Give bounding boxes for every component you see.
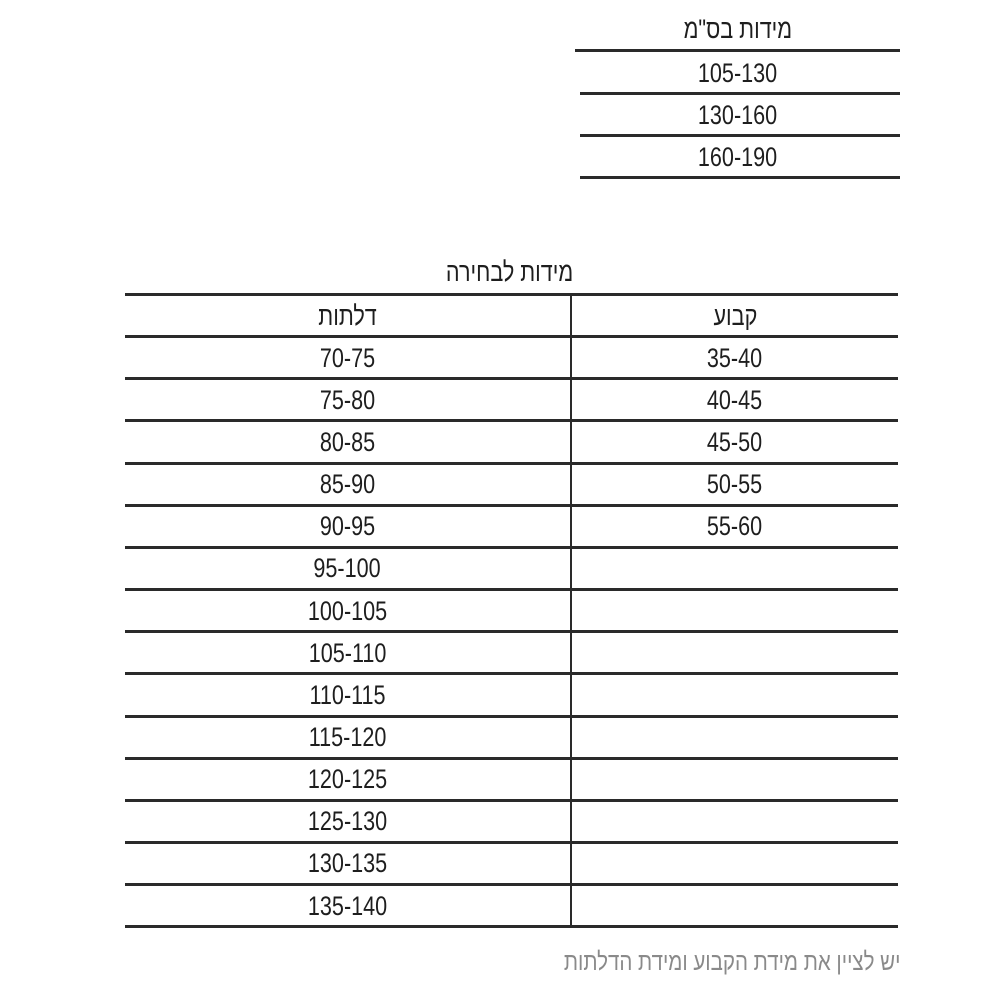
doors-value: 130-135 bbox=[307, 848, 388, 879]
column-header-fixed: קבוע bbox=[713, 300, 757, 331]
table-row: 135-140 bbox=[0, 885, 1000, 927]
column-divider bbox=[570, 294, 572, 926]
table-row: 125-130 bbox=[0, 801, 1000, 843]
divider bbox=[580, 176, 900, 179]
doors-value: 95-100 bbox=[313, 553, 382, 584]
fixed-value: 40-45 bbox=[707, 384, 763, 415]
size-table-row: 160-190 bbox=[575, 136, 900, 178]
divider bbox=[575, 49, 900, 52]
divider bbox=[580, 92, 900, 95]
doors-value: 80-85 bbox=[319, 426, 376, 457]
doors-value: 90-95 bbox=[319, 511, 376, 542]
size-table-row: 105-130 bbox=[575, 52, 900, 94]
table-row: 115-120 bbox=[0, 717, 1000, 759]
fixed-value: 35-40 bbox=[707, 342, 763, 373]
table-row: 75-80 40-45 bbox=[0, 379, 1000, 421]
fixed-value: 50-55 bbox=[707, 469, 763, 500]
size-value: 160-190 bbox=[697, 141, 778, 172]
column-header-doors: דלתות bbox=[318, 300, 377, 331]
table-row: 85-90 50-55 bbox=[0, 464, 1000, 506]
divider bbox=[125, 588, 898, 591]
options-table-title: מידות לבחירה bbox=[260, 252, 760, 292]
divider bbox=[580, 134, 900, 137]
doors-value: 105-110 bbox=[308, 637, 387, 668]
divider bbox=[125, 419, 898, 423]
doors-value: 135-140 bbox=[307, 890, 388, 921]
divider bbox=[125, 545, 898, 549]
size-table-header: מידות בס"מ bbox=[575, 8, 900, 50]
doors-value: 70-75 bbox=[319, 342, 376, 373]
divider bbox=[125, 883, 898, 887]
divider bbox=[125, 293, 898, 296]
table-row: 80-85 45-50 bbox=[0, 421, 1000, 463]
divider bbox=[125, 630, 898, 634]
divider bbox=[125, 503, 898, 507]
size-table-row: 130-160 bbox=[575, 94, 900, 136]
size-value: 105-130 bbox=[697, 57, 778, 88]
table-header-row: דלתות קבוע bbox=[0, 295, 1000, 337]
doors-value: 100-105 bbox=[307, 595, 388, 626]
divider bbox=[125, 461, 898, 465]
doors-value: 125-130 bbox=[307, 806, 388, 837]
divider bbox=[125, 840, 898, 844]
table-row: 95-100 bbox=[0, 548, 1000, 590]
divider bbox=[125, 798, 898, 802]
divider bbox=[125, 335, 898, 339]
footer-note-text: יש לציין את מידת הקבוע ומידת הדלתות bbox=[563, 948, 900, 976]
table-row: 70-75 35-40 bbox=[0, 337, 1000, 379]
fixed-value: 55-60 bbox=[707, 511, 763, 542]
table-row: 120-125 bbox=[0, 759, 1000, 801]
table-row: 100-105 bbox=[0, 590, 1000, 632]
table-row: 105-110 bbox=[0, 632, 1000, 674]
footer-note: יש לציין את מידת הקבוע ומידת הדלתות bbox=[490, 948, 900, 977]
divider bbox=[125, 672, 898, 676]
divider bbox=[125, 756, 898, 760]
doors-value: 85-90 bbox=[319, 469, 376, 500]
size-table-header-text: מידות בס"מ bbox=[683, 13, 792, 44]
fixed-value: 45-50 bbox=[707, 426, 763, 457]
table-row: 110-115 bbox=[0, 674, 1000, 716]
table-row: 130-135 bbox=[0, 843, 1000, 885]
doors-value: 120-125 bbox=[307, 764, 388, 795]
divider bbox=[125, 714, 898, 718]
options-title-text: מידות לבחירה bbox=[446, 256, 574, 287]
doors-value: 110-115 bbox=[309, 679, 386, 710]
table-row: 90-95 55-60 bbox=[0, 506, 1000, 548]
divider bbox=[125, 925, 898, 929]
doors-value: 75-80 bbox=[319, 384, 376, 415]
doors-value: 115-120 bbox=[308, 722, 387, 752]
divider bbox=[125, 377, 898, 381]
size-value: 130-160 bbox=[697, 99, 778, 130]
